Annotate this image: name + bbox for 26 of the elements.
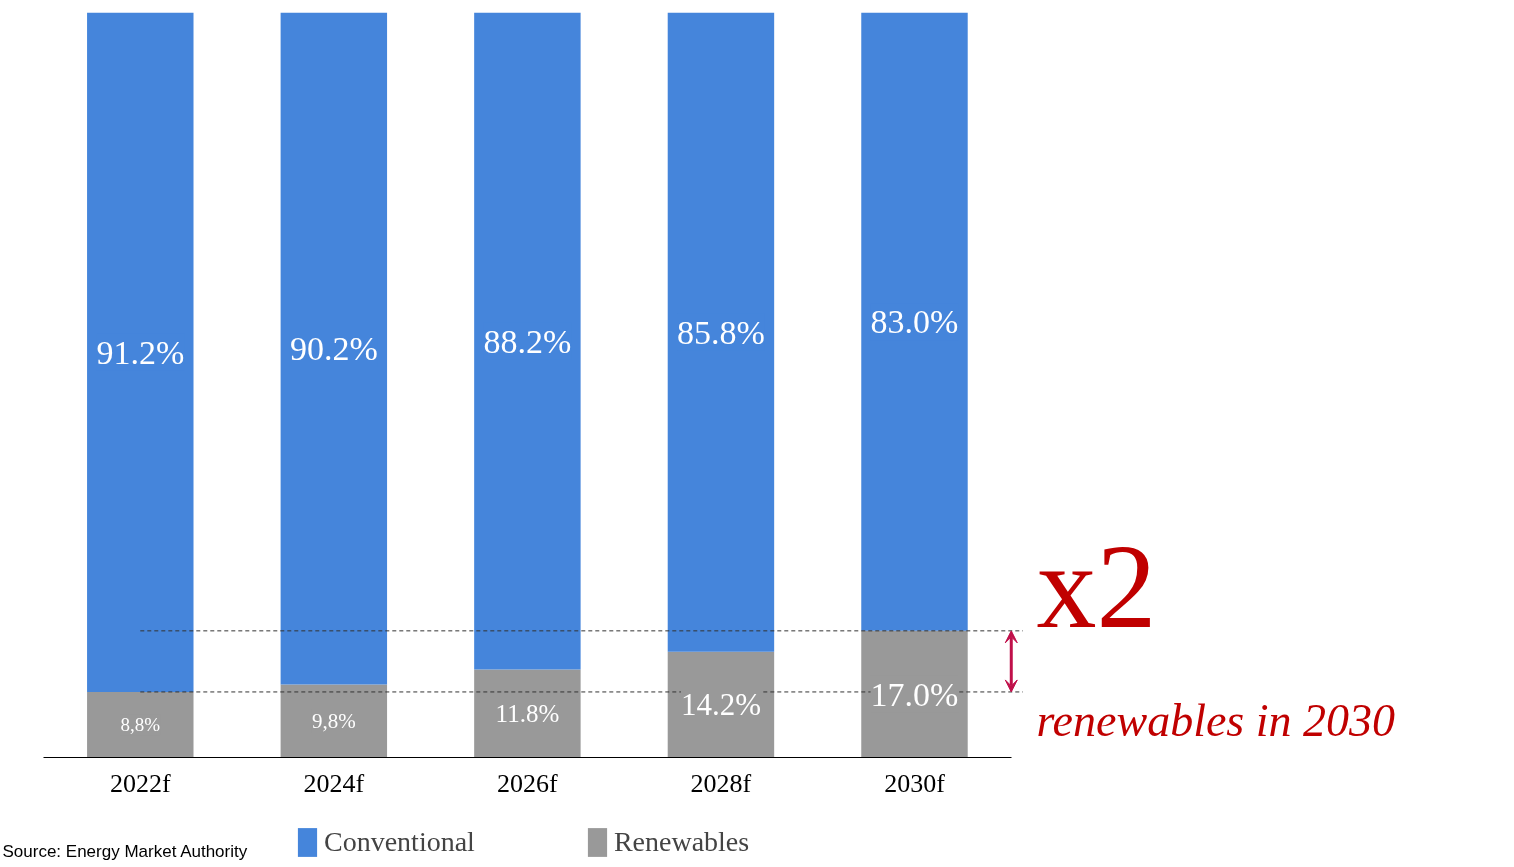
x-tick-label: 2024f [303, 768, 365, 798]
x-tick-label: 2022f [109, 768, 171, 798]
bar [280, 12, 388, 685]
data-label: 83.0% [870, 303, 959, 341]
text: x2 [1036, 520, 1157, 654]
data-label: 90.2% [289, 329, 378, 367]
data-label: 88.2% [483, 322, 572, 360]
data-label: 11.8% [495, 700, 560, 728]
data-label: 9,8% [311, 708, 356, 733]
bar [87, 691, 194, 758]
legend-label: Conventional [324, 825, 475, 859]
data-label: 17.0% [870, 675, 959, 713]
bar [474, 12, 581, 670]
x-tick-label: 2026f [497, 768, 559, 798]
bar [87, 12, 194, 692]
data-label: 85.8% [677, 313, 765, 351]
bar [667, 12, 775, 652]
data-label: 91.2% [96, 333, 185, 371]
bar [861, 12, 968, 631]
source-note: Source: Energy Market Authority [2, 841, 248, 861]
x-tick-label: 2030f [884, 768, 946, 798]
legend-label: Renewables [613, 825, 750, 859]
x-tick-label: 2028f [690, 768, 752, 798]
data-label: 14.2% [680, 687, 761, 723]
text: renewables in 2030 [1036, 695, 1396, 747]
data-label: 8,8% [120, 714, 161, 736]
